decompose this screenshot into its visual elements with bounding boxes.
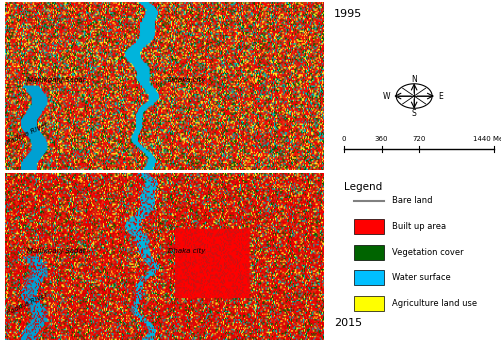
Text: S: S	[411, 109, 416, 118]
Text: N: N	[410, 75, 416, 84]
Text: Manikganj Sadar: Manikganj Sadar	[27, 248, 85, 254]
Text: 1995: 1995	[333, 9, 361, 19]
FancyBboxPatch shape	[353, 219, 383, 234]
Text: Built up area: Built up area	[391, 222, 445, 231]
Text: 0: 0	[341, 137, 345, 142]
Text: Legend: Legend	[343, 182, 381, 192]
Text: E: E	[437, 92, 442, 100]
Text: Bare land: Bare land	[391, 196, 431, 205]
Text: Dhaka city: Dhaka city	[168, 248, 205, 254]
Text: Water surface: Water surface	[391, 273, 449, 282]
Text: 360: 360	[374, 137, 387, 142]
FancyBboxPatch shape	[353, 270, 383, 285]
Text: Vegetation cover: Vegetation cover	[391, 248, 462, 257]
Text: 720: 720	[412, 137, 425, 142]
Text: 1440 Meters: 1440 Meters	[471, 137, 501, 142]
Text: Agriculture land use: Agriculture land use	[391, 299, 476, 308]
Text: Padma River: Padma River	[6, 121, 49, 145]
FancyBboxPatch shape	[353, 296, 383, 311]
Text: W: W	[382, 92, 389, 100]
Text: Padma River: Padma River	[6, 291, 49, 316]
FancyBboxPatch shape	[353, 245, 383, 260]
Text: Dhaka city: Dhaka city	[168, 77, 205, 83]
Text: Manikganj Sadar: Manikganj Sadar	[27, 78, 85, 83]
Text: 2015: 2015	[333, 318, 361, 328]
